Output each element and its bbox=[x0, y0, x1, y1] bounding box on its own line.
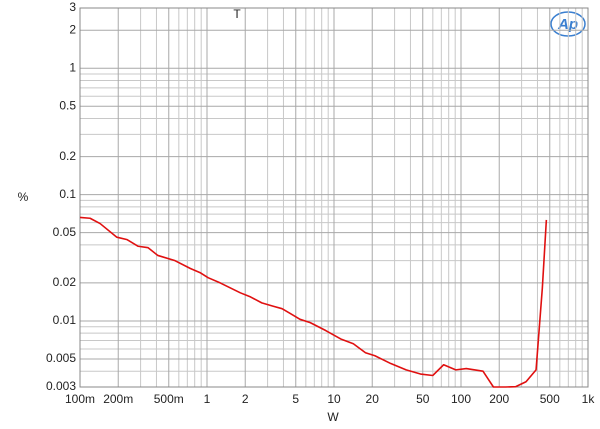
x-tick-label: 500 bbox=[540, 392, 560, 406]
x-tick-label: 10 bbox=[327, 392, 341, 406]
x-tick-label: 500m bbox=[154, 392, 184, 406]
plot-frame bbox=[79, 7, 589, 388]
y-tick-label: 0.05 bbox=[53, 225, 77, 239]
x-tick-label: 200m bbox=[103, 392, 133, 406]
x-axis-label: W bbox=[327, 410, 339, 424]
x-tick-label: 100m bbox=[65, 392, 95, 406]
x-tick-label: 1 bbox=[204, 392, 211, 406]
logo-text: Ap bbox=[557, 16, 578, 33]
x-tick-label: 1k bbox=[582, 392, 596, 406]
y-tick-label: 0.2 bbox=[59, 149, 76, 163]
y-tick-label: 2 bbox=[69, 22, 76, 36]
x-tick-label: 5 bbox=[292, 392, 299, 406]
chart-title: T bbox=[233, 7, 241, 21]
x-tick-label: 100 bbox=[451, 392, 471, 406]
x-tick-label: 50 bbox=[416, 392, 430, 406]
y-tick-label: 1 bbox=[69, 60, 76, 74]
y-tick-label: 0.01 bbox=[53, 313, 77, 327]
y-tick-label: 0.003 bbox=[46, 379, 76, 393]
x-tick-label: 20 bbox=[366, 392, 380, 406]
y-tick-label: 0.1 bbox=[59, 187, 76, 201]
data-line bbox=[79, 216, 548, 388]
y-tick-label: 0.5 bbox=[59, 98, 76, 112]
y-tick-label: 0.02 bbox=[53, 275, 77, 289]
y-tick-label: 3 bbox=[69, 0, 76, 14]
x-tick-label: 200 bbox=[489, 392, 509, 406]
x-tick-label: 2 bbox=[242, 392, 249, 406]
y-axis-label: % bbox=[18, 190, 29, 204]
y-tick-label: 0.005 bbox=[46, 351, 76, 365]
